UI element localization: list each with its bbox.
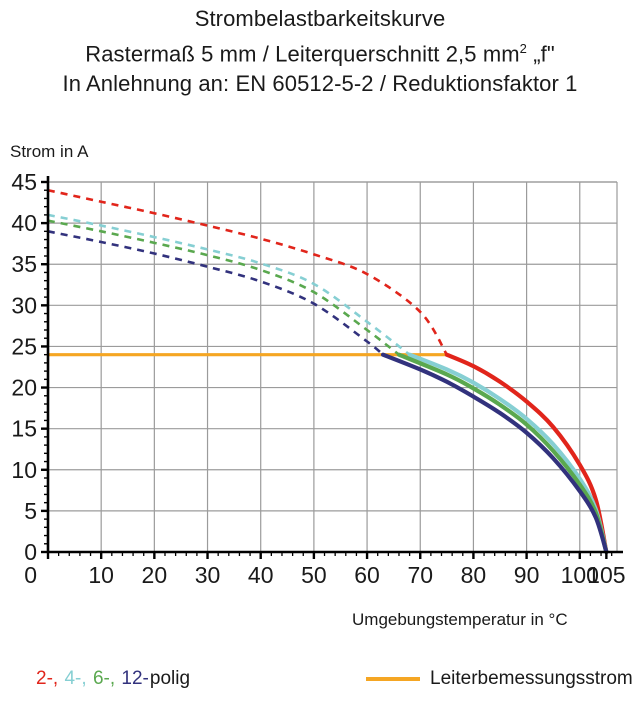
series-solid-line	[444, 352, 609, 555]
x-axis-tick-label: 30	[195, 562, 221, 588]
chart-legend: 2-, 4-, 6-, 12-polig Leiterbemessungsstr…	[0, 668, 640, 708]
series-solid-line	[396, 352, 609, 555]
x-axis-tick-label: 10	[88, 562, 114, 588]
legend-item-12-polig: 12-	[121, 668, 149, 689]
x-axis-tick-label: 100	[561, 562, 599, 588]
y-axis-tick-label: 40	[11, 210, 37, 236]
y-axis-tick-label: 10	[11, 457, 37, 483]
chart-title-line-2-text: Rastermaß 5 mm / Leiterquerschnitt 2,5 m…	[85, 41, 520, 67]
x-axis-tick-label: 70	[407, 562, 433, 588]
x-axis-tick-label: 80	[461, 562, 487, 588]
legend-label-polig: polig	[149, 668, 191, 689]
chart-title-line-2: Rastermaß 5 mm / Leiterquerschnitt 2,5 m…	[0, 34, 640, 69]
series-solid-line	[380, 352, 609, 555]
chart-title-line-3: In Anlehnung an: EN 60512-5-2 / Reduktio…	[62, 71, 578, 97]
legend-item-4-polig: 4-,	[64, 668, 87, 689]
series-dashed-line	[47, 230, 384, 356]
x-axis-tick-label: 40	[248, 562, 274, 588]
series-dashed-line	[47, 188, 448, 356]
chart-title-block: Strombelastbarkeitskurve Rastermaß 5 mm …	[0, 4, 640, 99]
y-axis-tick-label: 0	[24, 539, 37, 565]
y-axis-tick-label: 25	[11, 333, 37, 359]
y-axis-tick-label: 35	[11, 251, 37, 277]
legend-rated-current-label: Leiterbemessungsstrom	[430, 668, 633, 689]
y-axis-tick-label: 30	[11, 292, 37, 318]
x-axis-tick-label: 90	[514, 562, 540, 588]
x-axis-tick-label: 105	[587, 562, 625, 588]
y-axis-tick-label: 5	[24, 498, 37, 524]
legend-rated-current-swatch	[366, 677, 420, 681]
chart-title-line-1: Strombelastbarkeitskurve	[194, 6, 446, 31]
x-axis-tick-label-zero: 0	[24, 562, 37, 588]
legend-item-6-polig: 6-,	[92, 668, 116, 689]
x-axis-tick-label: 20	[142, 562, 168, 588]
series-solid-line	[407, 352, 609, 555]
x-axis-title: Umgebungstemperatur in °C	[352, 610, 568, 629]
x-axis-tick-label: 50	[301, 562, 327, 588]
y-axis-title: Strom in A	[10, 142, 89, 161]
x-axis-tick-label: 60	[354, 562, 380, 588]
chart-title-superscript: 2	[519, 41, 528, 56]
chart-title-line-2-suffix: „f"	[527, 41, 555, 67]
y-axis-tick-label: 15	[11, 416, 37, 442]
legend-item-2-polig: 2-,	[36, 668, 59, 689]
y-axis-tick-label: 45	[11, 169, 37, 195]
legend-rated-current-group: Leiterbemessungsstrom	[366, 668, 633, 690]
legend-series-group: 2-, 4-, 6-, 12-polig	[36, 668, 191, 690]
y-axis-tick-label: 20	[11, 375, 37, 401]
